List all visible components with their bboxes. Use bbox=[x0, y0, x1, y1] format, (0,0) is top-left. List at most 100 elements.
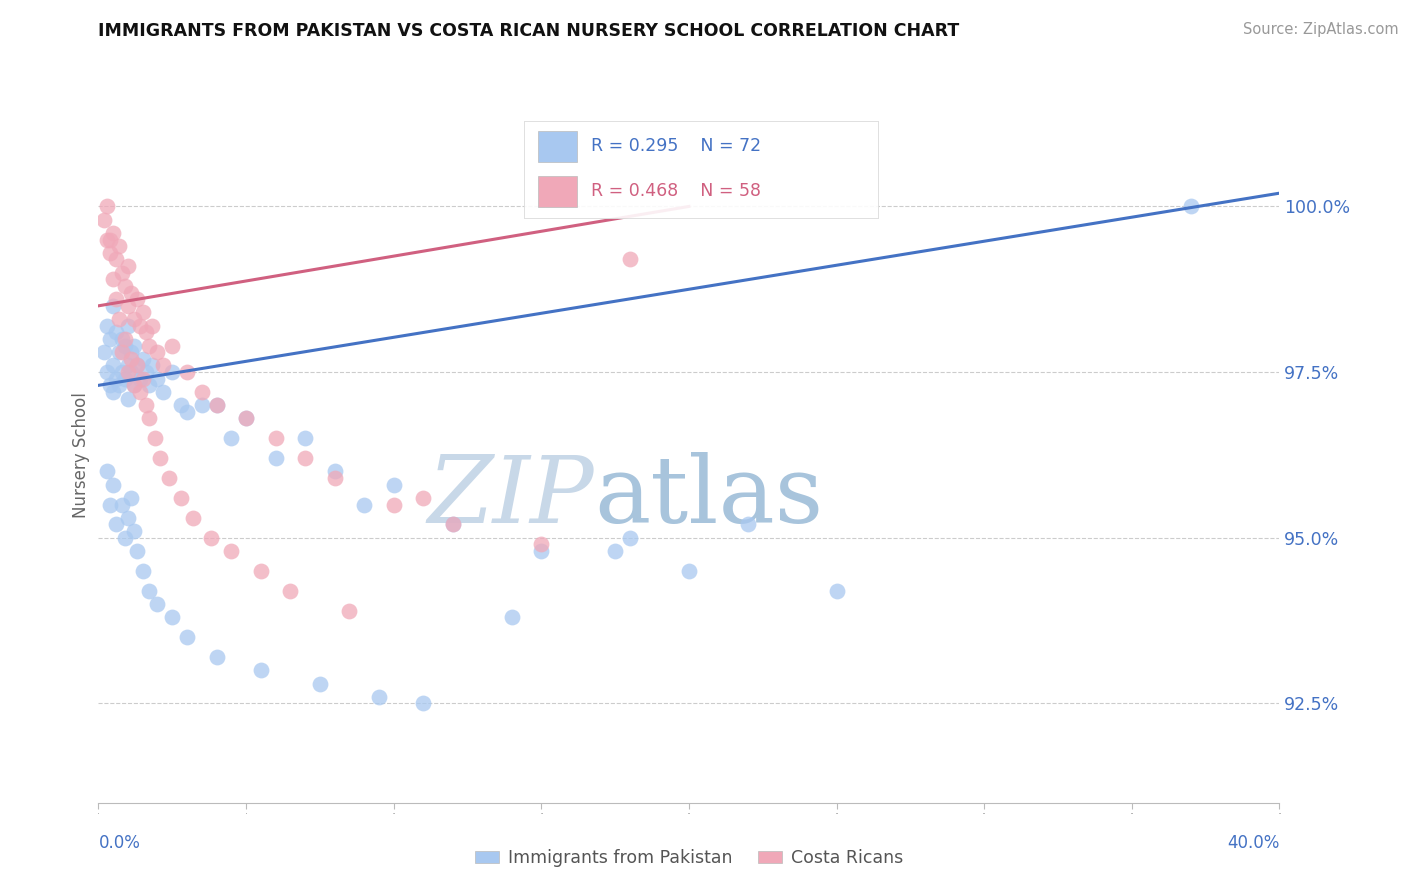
Point bbox=[162, 338, 183, 352]
Point bbox=[152, 384, 174, 399]
Point bbox=[200, 531, 222, 545]
Point bbox=[128, 372, 150, 386]
Point bbox=[205, 398, 228, 412]
Point bbox=[181, 511, 204, 525]
Point bbox=[219, 431, 243, 445]
Point bbox=[96, 233, 118, 247]
Point bbox=[138, 338, 160, 352]
Point bbox=[294, 431, 316, 445]
Point bbox=[162, 610, 183, 624]
Point bbox=[294, 451, 316, 466]
Text: 40.0%: 40.0% bbox=[1227, 834, 1279, 852]
Point bbox=[122, 524, 145, 538]
Point bbox=[135, 398, 157, 412]
Point bbox=[235, 411, 257, 425]
Point bbox=[117, 359, 139, 373]
Point bbox=[98, 498, 121, 512]
Point bbox=[93, 212, 115, 227]
Point bbox=[117, 318, 139, 333]
Point bbox=[122, 312, 145, 326]
Point bbox=[120, 351, 142, 366]
Point bbox=[737, 517, 759, 532]
Point bbox=[170, 398, 193, 412]
Point bbox=[122, 338, 145, 352]
Point bbox=[98, 332, 121, 346]
Legend: Immigrants from Pakistan, Costa Ricans: Immigrants from Pakistan, Costa Ricans bbox=[468, 842, 910, 874]
Point bbox=[619, 252, 641, 267]
Point bbox=[205, 398, 228, 412]
Text: Source: ZipAtlas.com: Source: ZipAtlas.com bbox=[1243, 22, 1399, 37]
Point bbox=[264, 451, 287, 466]
Point bbox=[619, 531, 641, 545]
Point bbox=[117, 392, 139, 406]
Point bbox=[152, 359, 174, 373]
Point bbox=[120, 345, 142, 359]
Point bbox=[323, 465, 346, 479]
Point bbox=[120, 285, 142, 300]
Point bbox=[125, 292, 148, 306]
Point bbox=[132, 372, 155, 386]
Point bbox=[368, 690, 391, 704]
Point bbox=[105, 326, 128, 340]
Point bbox=[309, 676, 332, 690]
Point bbox=[441, 517, 464, 532]
Point bbox=[103, 384, 125, 399]
Text: IMMIGRANTS FROM PAKISTAN VS COSTA RICAN NURSERY SCHOOL CORRELATION CHART: IMMIGRANTS FROM PAKISTAN VS COSTA RICAN … bbox=[98, 22, 960, 40]
Point bbox=[111, 345, 134, 359]
Point bbox=[205, 650, 228, 665]
Point bbox=[132, 305, 155, 319]
Point bbox=[141, 318, 163, 333]
Point bbox=[117, 299, 139, 313]
Point bbox=[176, 365, 198, 379]
Point bbox=[353, 498, 375, 512]
Point bbox=[105, 372, 128, 386]
Point bbox=[678, 564, 700, 578]
Point bbox=[125, 359, 148, 373]
Point bbox=[132, 564, 155, 578]
Point bbox=[250, 663, 273, 677]
Point bbox=[96, 365, 118, 379]
Point bbox=[125, 359, 148, 373]
Point bbox=[122, 378, 145, 392]
Point bbox=[191, 384, 214, 399]
Point bbox=[105, 517, 128, 532]
Point bbox=[135, 365, 157, 379]
Point bbox=[138, 583, 160, 598]
Point bbox=[120, 365, 142, 379]
Point bbox=[264, 431, 287, 445]
Point bbox=[278, 583, 302, 598]
Point bbox=[605, 544, 627, 558]
Point bbox=[132, 351, 155, 366]
Point bbox=[1180, 199, 1202, 213]
Point bbox=[105, 292, 128, 306]
Point bbox=[96, 318, 118, 333]
Point bbox=[146, 372, 169, 386]
Point bbox=[530, 544, 553, 558]
Point bbox=[108, 312, 131, 326]
Point bbox=[117, 365, 139, 379]
Point bbox=[149, 451, 172, 466]
Point bbox=[501, 610, 523, 624]
Point bbox=[235, 411, 257, 425]
Point bbox=[135, 326, 157, 340]
Text: atlas: atlas bbox=[595, 451, 824, 541]
Point bbox=[412, 491, 434, 505]
Point bbox=[111, 498, 134, 512]
Point bbox=[103, 299, 125, 313]
Point bbox=[441, 517, 464, 532]
Point bbox=[103, 477, 125, 491]
Point bbox=[98, 378, 121, 392]
Point bbox=[108, 239, 131, 253]
Point bbox=[93, 345, 115, 359]
Point bbox=[337, 604, 360, 618]
Point bbox=[103, 226, 125, 240]
Text: 0.0%: 0.0% bbox=[98, 834, 141, 852]
Point bbox=[96, 465, 118, 479]
Point bbox=[138, 411, 160, 425]
Point bbox=[250, 564, 273, 578]
Point bbox=[146, 597, 169, 611]
Point bbox=[162, 365, 183, 379]
Point bbox=[114, 531, 136, 545]
Point bbox=[412, 697, 434, 711]
Point bbox=[108, 378, 131, 392]
